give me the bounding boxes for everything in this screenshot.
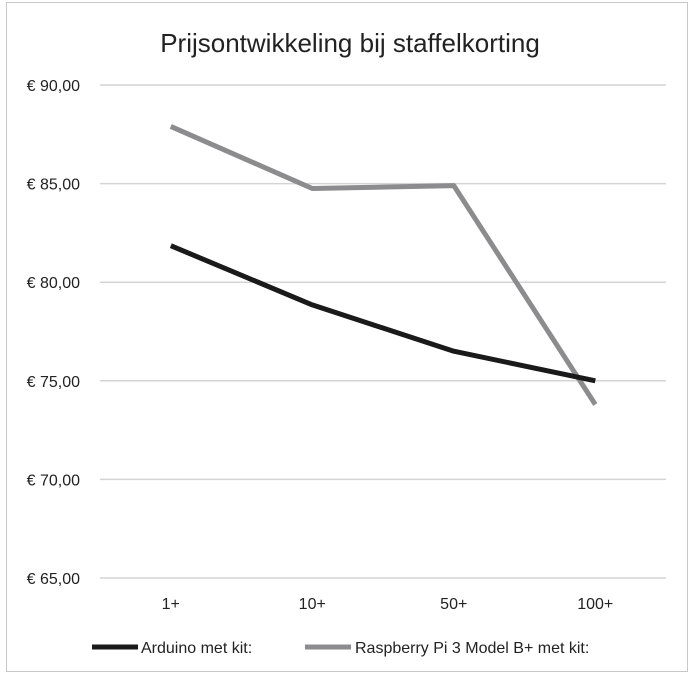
chart-title: Prijsontwikkeling bij staffelkorting xyxy=(160,28,540,58)
chart-frame xyxy=(6,2,688,672)
legend-label: Arduino met kit: xyxy=(141,640,252,657)
x-tick-label: 1+ xyxy=(162,596,180,613)
y-tick-label: € 90,00 xyxy=(27,78,80,95)
y-axis-ticks: € 90,00 € 85,00 € 80,00 € 75,00 € 70,00 € 65,… xyxy=(27,78,80,588)
series-lines xyxy=(169,124,598,406)
y-tick-label: € 65,00 xyxy=(27,571,80,588)
series-line-0 xyxy=(169,243,596,384)
x-axis-ticks: 1+ 10+ 50+ 100+ xyxy=(162,596,614,613)
x-tick-label: 10+ xyxy=(299,596,326,613)
y-tick-label: € 80,00 xyxy=(27,275,80,292)
series-line-1 xyxy=(169,124,598,406)
gridlines xyxy=(100,84,666,579)
legend-label: Raspberry Pi 3 Model B+ met kit: xyxy=(355,640,589,657)
legend: Arduino met kit: Raspberry Pi 3 Model B+ … xyxy=(92,640,589,657)
x-tick-label: 50+ xyxy=(440,596,467,613)
y-tick-label: € 85,00 xyxy=(27,177,80,194)
x-tick-label: 100+ xyxy=(577,596,613,613)
y-tick-label: € 70,00 xyxy=(27,472,80,489)
y-tick-label: € 75,00 xyxy=(27,374,80,391)
